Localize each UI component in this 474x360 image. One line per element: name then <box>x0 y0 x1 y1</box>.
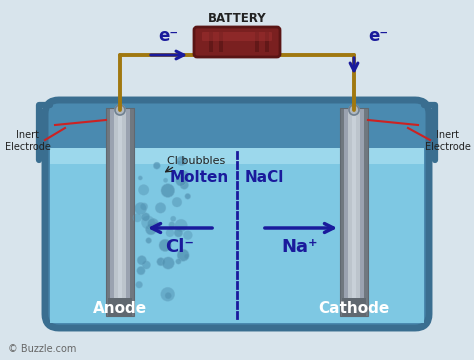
Circle shape <box>165 293 172 299</box>
Circle shape <box>141 216 155 229</box>
Circle shape <box>176 259 181 264</box>
Text: NaCl: NaCl <box>245 170 284 185</box>
Text: Molten: Molten <box>170 170 229 185</box>
Bar <box>265 32 269 52</box>
Bar <box>340 108 345 316</box>
Circle shape <box>176 175 186 186</box>
Circle shape <box>138 176 142 180</box>
Circle shape <box>147 219 159 230</box>
Circle shape <box>162 257 174 269</box>
Bar <box>126 108 131 316</box>
Text: Inert
Electrode: Inert Electrode <box>5 130 51 152</box>
Bar <box>344 108 349 316</box>
Circle shape <box>164 178 168 183</box>
Bar <box>340 108 368 316</box>
Circle shape <box>146 238 152 243</box>
Text: Cl bubbles: Cl bubbles <box>167 156 225 166</box>
Circle shape <box>155 203 166 213</box>
Circle shape <box>184 254 189 258</box>
FancyBboxPatch shape <box>194 27 280 57</box>
Text: Na⁺: Na⁺ <box>282 238 319 256</box>
Circle shape <box>146 224 156 235</box>
Circle shape <box>154 162 160 169</box>
Circle shape <box>142 261 151 269</box>
Circle shape <box>159 239 171 252</box>
Circle shape <box>172 197 182 207</box>
Circle shape <box>137 256 146 265</box>
Circle shape <box>161 287 174 301</box>
Circle shape <box>136 282 143 288</box>
Text: Inert
Electrode: Inert Electrode <box>425 130 471 152</box>
Circle shape <box>115 105 125 115</box>
Bar <box>352 108 357 316</box>
Circle shape <box>153 222 160 230</box>
Circle shape <box>157 258 165 266</box>
Circle shape <box>135 202 146 215</box>
Bar <box>108 298 132 316</box>
Bar <box>118 108 123 316</box>
Circle shape <box>169 222 175 228</box>
Circle shape <box>177 161 181 165</box>
Text: © Buzzle.com: © Buzzle.com <box>8 344 76 354</box>
Text: Cl⁻: Cl⁻ <box>165 238 194 256</box>
Circle shape <box>349 105 359 115</box>
Circle shape <box>177 249 189 261</box>
Bar <box>130 108 135 316</box>
Bar <box>342 298 366 316</box>
Circle shape <box>180 181 189 189</box>
Bar <box>364 108 369 316</box>
Circle shape <box>175 219 187 231</box>
Circle shape <box>180 171 189 180</box>
Bar <box>219 32 223 52</box>
Circle shape <box>138 185 149 195</box>
Circle shape <box>141 213 150 221</box>
Bar <box>106 108 111 316</box>
Circle shape <box>161 184 174 197</box>
Circle shape <box>133 213 142 222</box>
Bar <box>356 108 361 316</box>
Circle shape <box>183 231 192 240</box>
Circle shape <box>166 229 174 237</box>
FancyBboxPatch shape <box>45 100 429 328</box>
Text: Anode: Anode <box>93 301 147 316</box>
Text: Cathode: Cathode <box>319 301 390 316</box>
Bar <box>50 148 424 323</box>
Circle shape <box>140 203 148 210</box>
Bar <box>110 108 115 316</box>
Text: BATTERY: BATTERY <box>208 12 266 25</box>
Bar <box>348 108 353 316</box>
Bar <box>122 108 127 316</box>
FancyBboxPatch shape <box>202 32 272 41</box>
Text: e⁻: e⁻ <box>158 27 178 45</box>
Circle shape <box>185 193 191 199</box>
Bar <box>106 108 134 316</box>
Bar <box>209 32 213 52</box>
Circle shape <box>177 156 186 166</box>
Text: e⁻: e⁻ <box>368 27 388 45</box>
Circle shape <box>137 266 145 275</box>
Bar <box>114 108 119 316</box>
Bar <box>50 148 424 164</box>
Bar <box>255 32 259 52</box>
Circle shape <box>171 216 176 221</box>
Circle shape <box>174 229 182 237</box>
Bar <box>360 108 365 316</box>
